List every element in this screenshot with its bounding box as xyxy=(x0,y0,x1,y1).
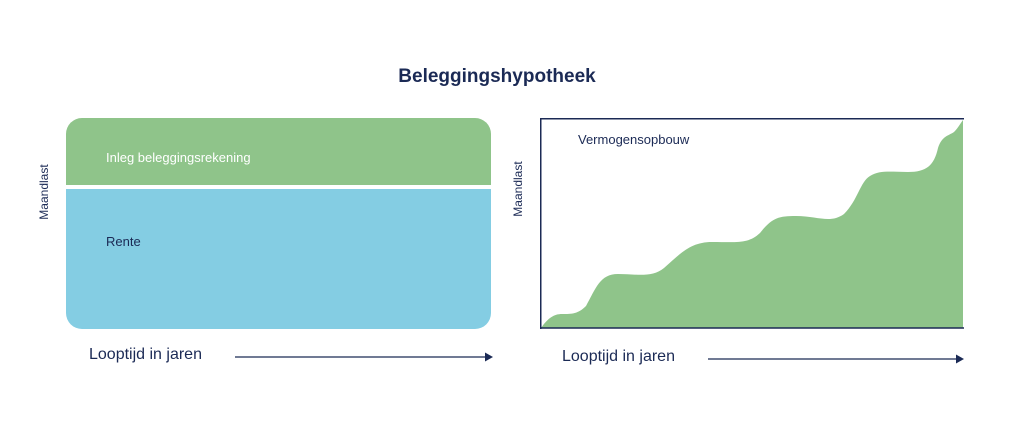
right-x-axis: Looptijd in jaren xyxy=(562,348,966,368)
rente-band-label: Rente xyxy=(106,234,141,249)
left-stacked-diagram: Inleg beleggingsrekening Rente xyxy=(66,118,491,329)
left-x-axis-arrow-icon xyxy=(235,352,493,362)
vermogen-area xyxy=(541,120,963,328)
vermogen-area-label: Vermogensopbouw xyxy=(578,132,690,147)
page-title: Beleggingshypotheek xyxy=(398,66,596,87)
inleg-band xyxy=(66,118,491,185)
rente-band xyxy=(66,189,491,329)
right-x-axis-label: Looptijd in jaren xyxy=(562,348,675,365)
right-y-axis-label: Maandlast xyxy=(511,161,525,217)
left-y-axis-label: Maandlast xyxy=(37,164,51,220)
inleg-band-label: Inleg beleggingsrekening xyxy=(106,150,251,165)
left-x-axis-label: Looptijd in jaren xyxy=(89,346,202,363)
left-x-axis: Looptijd in jaren xyxy=(89,346,493,366)
right-growth-diagram: Vermogensopbouw xyxy=(540,118,964,329)
band-divider xyxy=(66,185,491,189)
growth-chart xyxy=(540,118,964,329)
right-x-axis-arrow-icon xyxy=(708,354,964,364)
